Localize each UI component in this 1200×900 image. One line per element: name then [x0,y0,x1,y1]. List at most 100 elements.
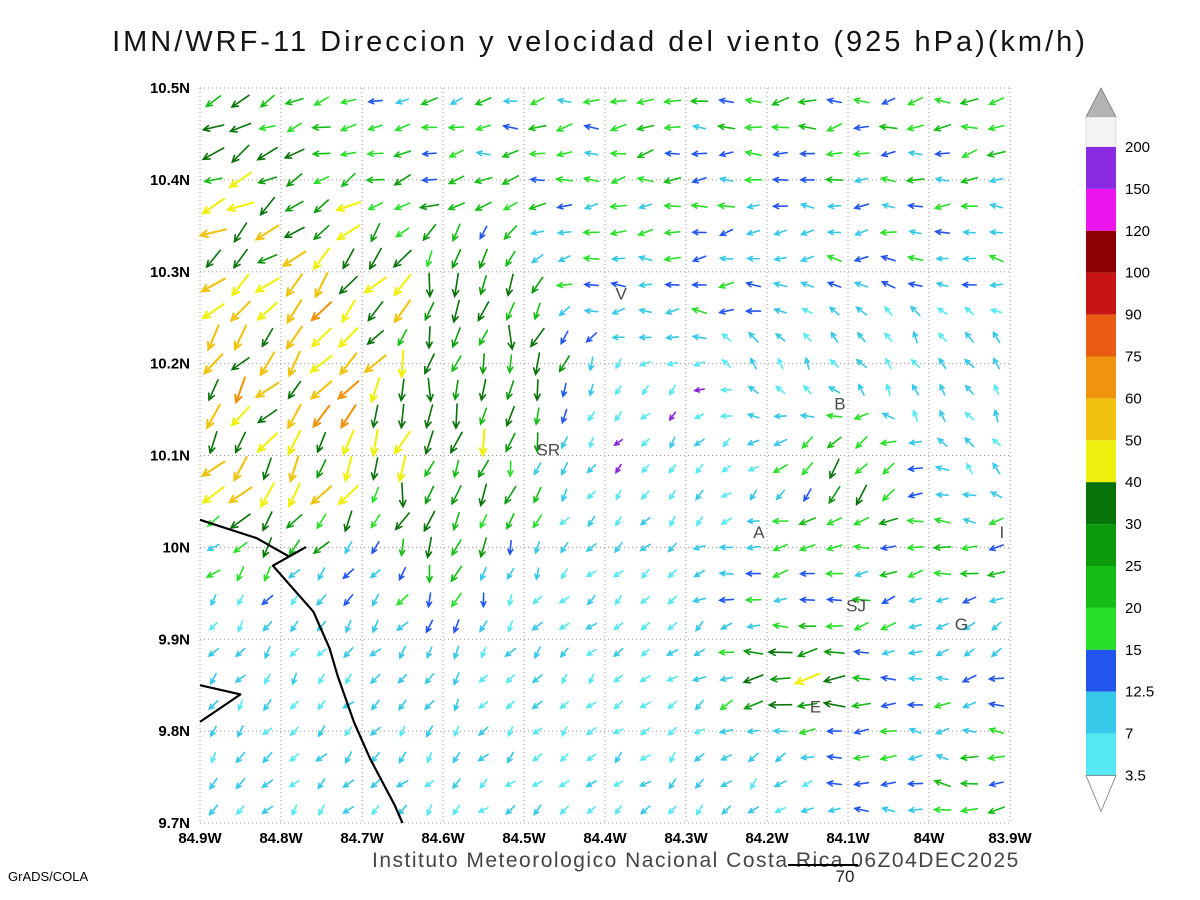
wind-arrow [743,124,763,131]
wind-arrow [365,176,385,184]
wind-arrow [798,728,816,736]
wind-arrow [855,358,867,369]
wind-arrow [393,273,412,297]
wind-arrow [395,621,409,632]
wind-arrow [665,675,679,682]
wind-arrow [334,201,361,212]
footer-institute: Instituto Meteorologico Nacional Costa R… [372,849,1020,872]
wind-arrow [263,699,272,712]
wind-arrow [206,543,220,552]
wind-arrow [777,357,784,370]
wind-arrow [718,570,734,577]
wind-arrow [259,351,276,377]
wind-arrow [558,596,570,604]
wind-arrow [718,151,734,158]
wind-arrow [767,701,793,709]
wind-arrow [453,725,460,738]
wind-arrow [720,517,732,525]
wind-arrow [827,386,841,394]
wind-arrow [370,752,380,764]
wind-arrow [747,331,759,343]
wind-arrow [561,673,568,685]
wind-arrow [394,123,410,132]
wind-arrow [231,144,250,164]
wind-arrow [344,726,353,737]
wind-arrow [885,357,892,369]
wind-arrow [399,725,406,738]
wind-arrow [451,327,461,349]
colorbar-band [1086,607,1116,650]
wind-arrow [344,751,353,765]
wind-arrow [636,149,654,159]
wind-arrow [638,307,652,314]
wind-arrow [507,620,514,633]
wind-arrow [909,305,921,317]
wind-arrow [506,567,515,581]
wind-arrow [313,96,329,106]
wind-arrow [371,541,380,555]
wind-arrow [290,594,299,606]
wind-arrow [561,382,568,398]
wind-arrow [506,512,515,531]
wind-arrow [669,515,676,528]
wind-arrow [583,150,599,157]
wind-arrow [852,124,870,131]
wind-arrow [720,622,733,630]
wind-arrow [692,361,706,367]
wind-arrow [612,780,624,787]
wind-arrow [310,301,333,322]
wind-arrow [988,202,1004,209]
wind-arrow [449,97,463,105]
wind-arrow [338,275,358,295]
wind-arrow [749,357,758,370]
wind-arrow [315,753,328,762]
wind-arrow [906,780,924,787]
wind-arrow [559,805,570,815]
wind-arrow [663,255,681,263]
wind-arrow [316,432,327,454]
wind-arrow [586,490,596,500]
wind-arrow [284,200,304,212]
wind-arrow [824,623,844,630]
wind-arrow [585,570,597,577]
wind-arrow [501,149,519,158]
wind-arrow [907,281,923,288]
wind-arrow [933,150,950,157]
wind-arrow [799,754,815,761]
wind-arrow [256,176,278,185]
wind-arrow [772,727,788,735]
wind-arrow [665,649,679,656]
wind-arrow [534,541,541,555]
wind-arrow [610,255,626,262]
wind-arrow [335,224,361,241]
wind-arrow [254,277,280,293]
wind-arrow [908,229,922,236]
wind-arrow [721,332,732,342]
wind-arrow [507,725,514,738]
wind-arrow [743,176,763,184]
wind-arrow [800,807,814,814]
wind-arrow [668,490,676,501]
wind-arrow [883,332,893,342]
wind-arrow [988,229,1004,236]
wind-arrow [745,544,761,551]
wind-arrow [639,754,651,761]
wind-arrow [505,380,515,401]
wind-arrow [533,379,541,402]
wind-arrow [316,513,327,530]
wind-arrow [264,646,271,660]
wind-arrow [585,701,597,709]
wind-arrow [718,728,734,735]
wind-arrow [261,805,274,815]
wind-arrow [959,176,979,184]
wind-arrow [824,176,844,184]
wind-arrow [316,594,327,607]
wind-arrow [340,404,357,430]
wind-arrow [234,647,246,658]
y-tick-label: 10N [162,539,190,556]
wind-arrow [667,805,677,815]
wind-arrow [608,203,628,210]
wind-arrow [393,202,411,211]
colorbar-band [1086,314,1116,357]
